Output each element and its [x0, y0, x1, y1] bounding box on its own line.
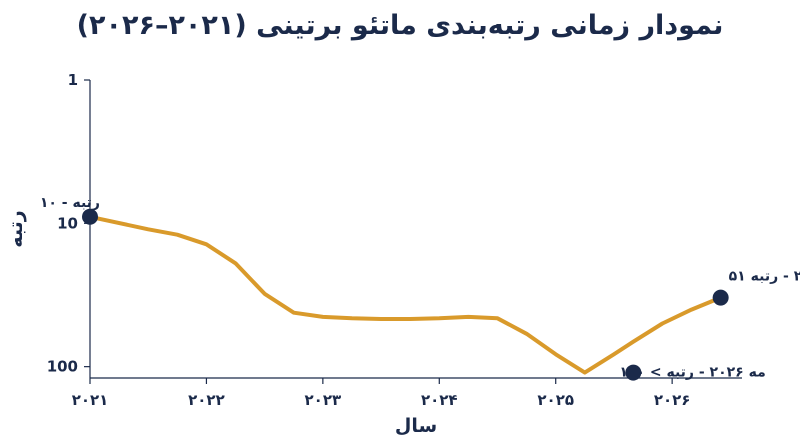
ranking-series-line [88, 214, 723, 375]
y-tick-label: 10 [57, 214, 78, 232]
x-tick-label: ۲۰۲۶ [654, 391, 691, 409]
highlight-markers [82, 208, 729, 381]
annotation-label: مه ۲۰۲۶ - رتبه > ۱۰۰ [619, 365, 765, 381]
x-tick-label: ۲۰۲۲ [188, 391, 225, 409]
annotation-label: رتبه - ۱۰ [40, 195, 100, 211]
y-ticks: 1 10 100 [47, 71, 90, 376]
x-ticks: ۲۰۲۱ ۲۰۲۲ ۲۰۲۳ ۲۰۲۴ ۲۰۲۵ ۲۰۲۶ [72, 378, 691, 409]
x-tick-label: ۲۰۲۵ [537, 391, 574, 409]
highlight-marker [712, 289, 729, 306]
x-tick-label: ۲۰۲۴ [421, 391, 458, 409]
highlight-marker [625, 364, 642, 381]
y-axis-title: رتبه [5, 210, 27, 247]
highlight-marker [82, 208, 98, 225]
x-tick-label: ۲۰۲۱ [72, 391, 109, 409]
x-tick-label: ۲۰۲۳ [305, 391, 342, 409]
x-axis-title: سال [395, 415, 437, 437]
chart-title: نمودار زمانی رتبه‌بندی ماتئو برتینی (۲۰۲… [76, 10, 724, 41]
y-tick-label: 1 [68, 71, 78, 89]
annotations: رتبه - ۱۰ پایان ۲۰۲۶ - رتبه ۵۱ مه ۲۰۲۶ - ر… [40, 195, 800, 381]
annotation-label: پایان ۲۰۲۶ - رتبه ۵۱ [729, 269, 800, 285]
y-tick-label: 100 [47, 358, 78, 376]
